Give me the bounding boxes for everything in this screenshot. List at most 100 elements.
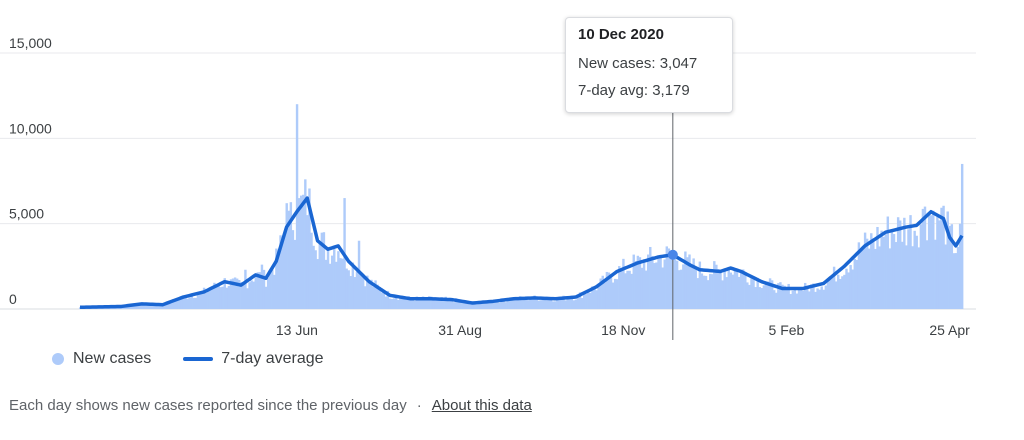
new-cases-bar <box>729 272 733 309</box>
new-cases-bar <box>432 299 435 309</box>
new-cases-bar <box>923 206 927 309</box>
new-cases-bar <box>905 245 908 309</box>
new-cases-bar <box>533 295 536 309</box>
new-cases-bar <box>700 273 704 309</box>
new-cases-bar <box>812 283 815 309</box>
new-cases-bar <box>696 278 699 309</box>
new-cases-bar <box>725 277 728 309</box>
new-cases-bar <box>665 246 669 309</box>
new-cases-bar <box>512 300 516 309</box>
new-cases-bar <box>948 225 951 309</box>
new-cases-bar <box>832 266 836 309</box>
new-cases-bar <box>886 216 890 309</box>
new-cases-bar <box>213 282 216 309</box>
new-cases-bar <box>465 300 468 309</box>
new-cases-bar <box>841 276 844 309</box>
new-cases-bar <box>628 270 631 309</box>
new-cases-bar <box>830 276 834 309</box>
new-cases-bar <box>605 271 609 309</box>
new-cases-bar <box>335 261 338 309</box>
new-cases-bar <box>589 292 592 309</box>
x-tick-label: 25 Apr <box>929 322 970 338</box>
new-cases-bar <box>762 285 766 309</box>
new-cases-bar <box>454 298 458 309</box>
new-cases-bar <box>500 298 503 309</box>
new-cases-bar <box>353 277 357 309</box>
new-cases-bar <box>663 259 666 309</box>
new-cases-bar <box>291 230 295 309</box>
new-cases-bar <box>409 298 412 309</box>
new-cases-bar <box>638 257 642 309</box>
new-cases-bar <box>283 235 286 309</box>
new-cases-bar <box>386 290 390 309</box>
new-cases-bar <box>837 274 840 309</box>
new-cases-bar <box>764 284 768 309</box>
new-cases-bar <box>944 244 947 309</box>
new-cases-bar <box>564 300 567 309</box>
new-cases-bar <box>853 258 856 309</box>
footnote-text: Each day shows new cases reported since … <box>9 397 407 414</box>
new-cases-bar <box>521 297 524 309</box>
new-cases-bar <box>508 301 512 309</box>
new-cases-bar <box>657 255 660 309</box>
new-cases-bar <box>176 300 179 309</box>
new-cases-bar <box>649 246 652 309</box>
new-cases-bar <box>896 217 900 309</box>
new-cases-bar <box>739 269 743 309</box>
new-cases-bar <box>194 297 198 309</box>
new-cases-bar <box>591 286 594 309</box>
new-cases-bar <box>326 249 330 309</box>
new-cases-bar <box>632 254 635 309</box>
new-cases-bar <box>547 298 551 309</box>
footnote: Each day shows new cases reported since … <box>9 397 532 414</box>
new-cases-bar <box>719 270 722 309</box>
new-cases-bar <box>597 283 600 309</box>
new-cases-bar <box>192 297 195 309</box>
new-cases-bar <box>566 298 569 309</box>
new-cases-bar <box>713 261 716 309</box>
new-cases-bar <box>820 286 823 309</box>
new-cases-bar <box>558 298 561 309</box>
new-cases-bar <box>692 258 695 309</box>
new-cases-bar <box>742 269 745 309</box>
new-cases-bar <box>198 291 202 309</box>
new-cases-bar <box>626 270 629 309</box>
new-cases-bar <box>372 286 375 309</box>
hover-point <box>667 249 678 260</box>
new-cases-bar <box>686 257 689 309</box>
new-cases-bar <box>667 248 671 309</box>
new-cases-bar <box>506 300 509 309</box>
new-cases-bar <box>345 268 348 309</box>
new-cases-bar <box>750 276 753 309</box>
new-cases-bar <box>851 269 854 309</box>
new-cases-bar <box>231 278 235 309</box>
about-data-link[interactable]: About this data <box>431 397 532 414</box>
new-cases-bar <box>364 286 367 309</box>
new-cases-bar <box>675 260 679 309</box>
new-cases-bar <box>463 300 466 309</box>
new-cases-bar <box>865 238 869 309</box>
new-cases-bar <box>523 299 526 309</box>
new-cases-bar <box>483 301 487 309</box>
new-cases-bar <box>188 297 191 309</box>
new-cases-bar <box>690 267 693 309</box>
new-cases-bar <box>779 282 782 309</box>
new-cases-bar <box>952 253 956 309</box>
new-cases-bar <box>549 299 553 309</box>
new-cases-bar <box>502 300 505 309</box>
new-cases-bar <box>388 298 392 309</box>
cases-chart[interactable]: 15,000 10,000 5,000 0 13 Jun 31 Aug 18 Nov 5 F… <box>0 0 1024 345</box>
new-cases-bar <box>535 297 538 309</box>
new-cases-bar <box>925 240 929 309</box>
new-cases-bar <box>260 264 264 309</box>
new-cases-bar <box>766 281 770 309</box>
new-cases-bar <box>380 292 383 309</box>
new-cases-bar <box>795 293 799 309</box>
new-cases-bar <box>186 298 189 309</box>
new-cases-bar <box>155 304 158 309</box>
new-cases-bar <box>173 300 177 309</box>
new-cases-bar <box>826 280 830 309</box>
new-cases-bar <box>215 286 218 309</box>
y-tick-label: 0 <box>9 291 17 307</box>
new-cases-bar <box>655 262 658 309</box>
